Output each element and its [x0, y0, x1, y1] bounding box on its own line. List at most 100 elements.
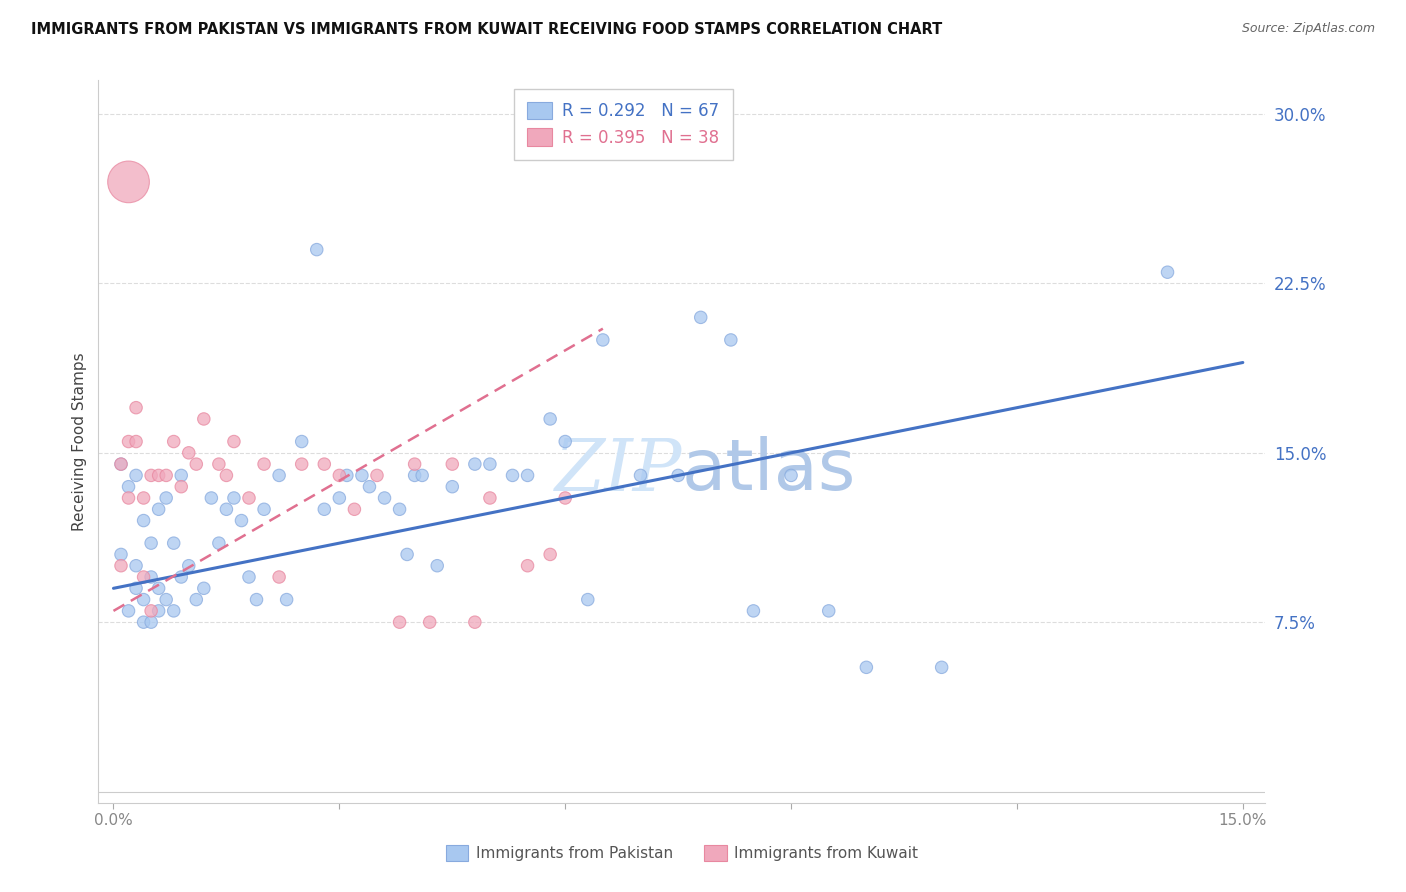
Point [516, 468, 538, 483]
Point [366, 468, 388, 483]
Point [426, 558, 449, 573]
Point [328, 491, 350, 505]
Point [630, 468, 652, 483]
Point [931, 660, 953, 674]
Point [291, 434, 314, 449]
Point [208, 536, 231, 550]
Point [117, 175, 139, 189]
Point [231, 514, 253, 528]
Point [516, 558, 538, 573]
Point [592, 333, 614, 347]
Point [155, 491, 177, 505]
Point [666, 468, 689, 483]
Point [314, 502, 336, 516]
Point [396, 548, 419, 562]
Text: ZIP: ZIP [554, 435, 682, 506]
Point [855, 660, 877, 674]
Text: atlas: atlas [682, 436, 856, 505]
Point [170, 468, 193, 483]
Point [253, 457, 276, 471]
Point [305, 243, 328, 257]
Point [538, 412, 561, 426]
Point [359, 480, 381, 494]
Point [441, 457, 464, 471]
Point [817, 604, 839, 618]
Point [554, 434, 576, 449]
Point [125, 468, 148, 483]
Point [554, 491, 576, 505]
Point [222, 434, 245, 449]
Point [132, 615, 155, 630]
Point [291, 457, 314, 471]
Point [689, 310, 711, 325]
Point [186, 592, 208, 607]
Point [177, 446, 200, 460]
Point [132, 491, 155, 505]
Point [269, 570, 291, 584]
Point [139, 536, 162, 550]
Point [139, 570, 162, 584]
Point [388, 502, 411, 516]
Point [193, 582, 215, 596]
Point [125, 434, 148, 449]
Point [464, 615, 486, 630]
Point [148, 502, 170, 516]
Point [186, 457, 208, 471]
Point [163, 434, 186, 449]
Point [464, 457, 486, 471]
Point [404, 457, 426, 471]
Point [155, 592, 177, 607]
Text: Source: ZipAtlas.com: Source: ZipAtlas.com [1241, 22, 1375, 36]
Point [139, 604, 162, 618]
Point [193, 412, 215, 426]
Point [200, 491, 222, 505]
Point [125, 401, 148, 415]
Point [478, 457, 501, 471]
Point [780, 468, 803, 483]
Point [350, 468, 373, 483]
Point [110, 457, 132, 471]
Point [576, 592, 599, 607]
Point [276, 592, 298, 607]
Point [538, 548, 561, 562]
Point [148, 468, 170, 483]
Point [215, 468, 238, 483]
Point [110, 457, 132, 471]
Point [404, 468, 426, 483]
Text: IMMIGRANTS FROM PAKISTAN VS IMMIGRANTS FROM KUWAIT RECEIVING FOOD STAMPS CORRELA: IMMIGRANTS FROM PAKISTAN VS IMMIGRANTS F… [31, 22, 942, 37]
Point [117, 480, 139, 494]
Point [441, 480, 464, 494]
Point [411, 468, 433, 483]
Point [139, 615, 162, 630]
Point [170, 570, 193, 584]
Point [742, 604, 765, 618]
Point [502, 468, 524, 483]
Point [253, 502, 276, 516]
Legend: Immigrants from Pakistan, Immigrants from Kuwait: Immigrants from Pakistan, Immigrants fro… [440, 839, 924, 867]
Point [328, 468, 350, 483]
Point [314, 457, 336, 471]
Point [238, 570, 260, 584]
Point [1156, 265, 1178, 279]
Point [148, 582, 170, 596]
Point [238, 491, 260, 505]
Point [148, 604, 170, 618]
Point [478, 491, 501, 505]
Point [125, 582, 148, 596]
Point [419, 615, 441, 630]
Point [132, 514, 155, 528]
Point [343, 502, 366, 516]
Point [388, 615, 411, 630]
Point [163, 536, 186, 550]
Point [117, 491, 139, 505]
Point [132, 592, 155, 607]
Y-axis label: Receiving Food Stamps: Receiving Food Stamps [72, 352, 87, 531]
Point [208, 457, 231, 471]
Point [117, 604, 139, 618]
Point [177, 558, 200, 573]
Point [269, 468, 291, 483]
Point [132, 570, 155, 584]
Point [110, 548, 132, 562]
Point [170, 480, 193, 494]
Point [336, 468, 359, 483]
